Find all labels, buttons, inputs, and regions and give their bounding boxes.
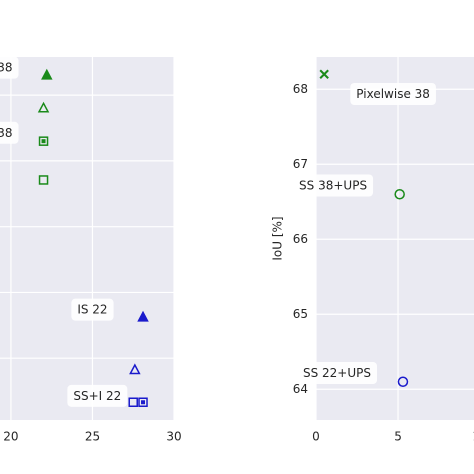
annotation-box	[0, 56, 19, 79]
plot-area	[0, 57, 174, 420]
x-tick-label: 5	[394, 430, 402, 444]
point	[38, 175, 49, 185]
x-tick-label: 20	[3, 430, 18, 444]
x-tick-label: 10	[472, 430, 474, 444]
annotation-box	[67, 384, 128, 407]
annotation: 38	[0, 56, 19, 79]
point	[394, 189, 405, 200]
point	[38, 136, 49, 146]
annotation-box	[293, 174, 374, 197]
annotation-text: SS+I 22	[73, 389, 121, 403]
annotation-box	[296, 362, 378, 384]
annotation-text: SS 22+UPS	[303, 366, 371, 380]
y-axis-label: IoU [%]	[271, 216, 285, 260]
point	[138, 397, 148, 407]
annotation-box	[71, 298, 114, 321]
annotation: SS+I 22	[67, 384, 128, 407]
annotation: 38	[0, 121, 19, 144]
annotation: SS 38+UPS	[293, 174, 374, 197]
point	[137, 310, 149, 322]
annotation-box	[0, 121, 19, 144]
annotation-box	[350, 83, 436, 105]
point	[41, 68, 53, 80]
annotation-text: SS 38+UPS	[299, 179, 367, 193]
point-dot	[141, 400, 146, 405]
y-tick-label: 66	[293, 232, 308, 246]
x-tick-label: 30	[166, 430, 181, 444]
y-tick-label: 68	[293, 82, 308, 96]
x-tick-label: 0	[312, 430, 320, 444]
annotation: SS 22+UPS	[296, 362, 378, 384]
plot-area	[316, 57, 474, 420]
point-dot	[41, 139, 46, 144]
annotation-text: 38	[0, 61, 13, 75]
annotation-text: Pixelwise 38	[356, 87, 430, 101]
point	[129, 363, 141, 375]
y-tick-label: 65	[293, 307, 308, 321]
annotation: IS 22	[71, 298, 114, 321]
annotation: Pixelwise 38	[350, 83, 436, 105]
point	[128, 397, 138, 407]
point	[37, 101, 50, 113]
y-tick-label: 64	[293, 382, 308, 396]
x-tick-label: 25	[85, 430, 100, 444]
annotation-text: IS 22	[77, 303, 107, 317]
point	[319, 69, 329, 79]
point	[397, 376, 409, 387]
annotation-text: 38	[0, 126, 13, 140]
y-tick-label: 67	[293, 157, 308, 171]
